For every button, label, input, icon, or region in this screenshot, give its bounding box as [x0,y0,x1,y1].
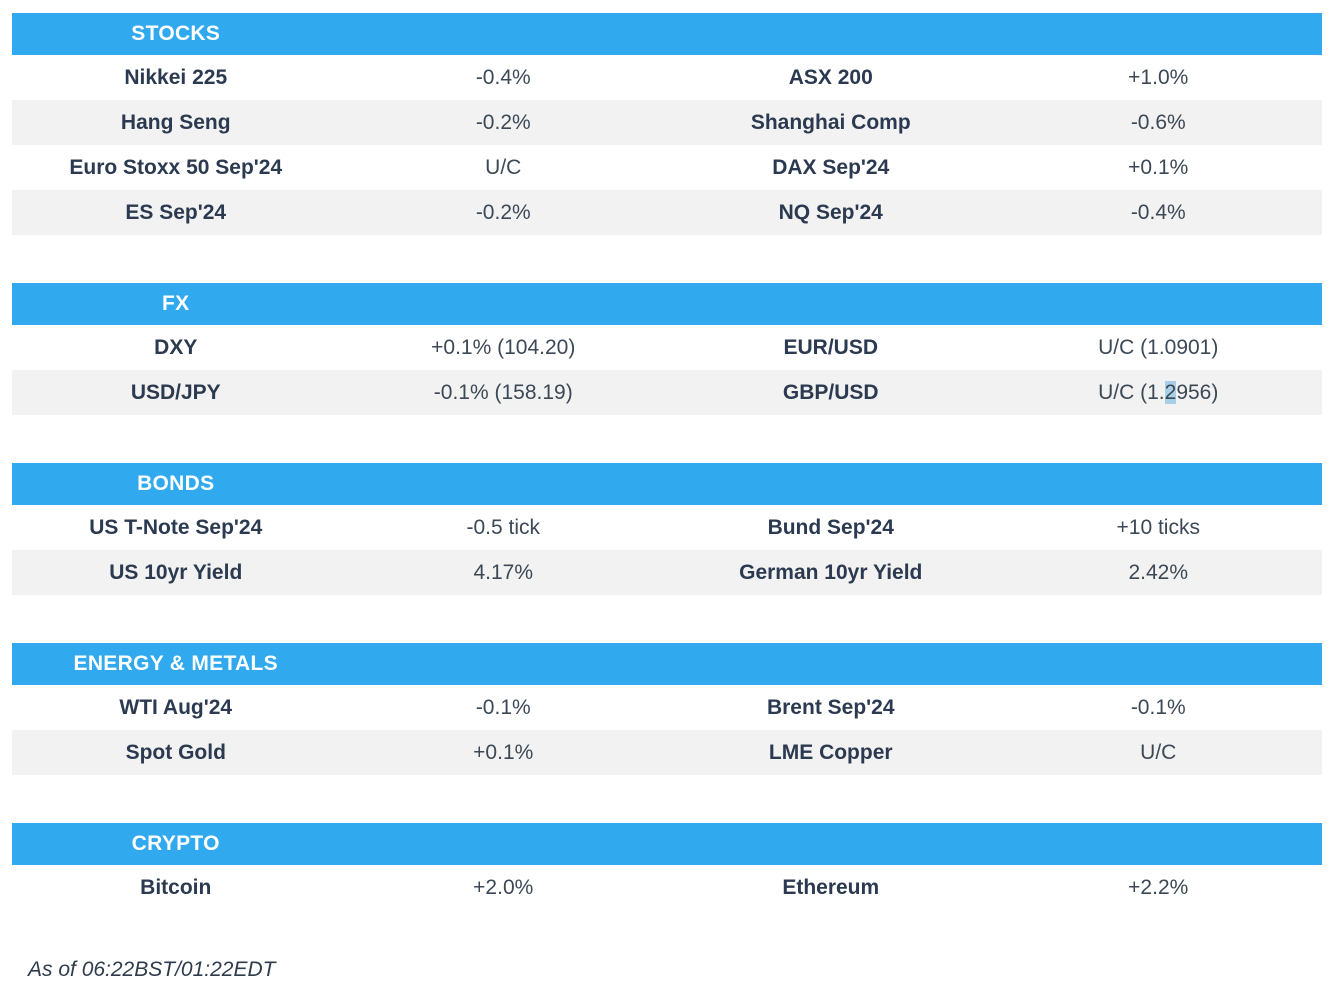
instrument-label: Nikkei 225 [124,66,228,89]
section-fx: FX DXY +0.1% (104.20) EUR/USD U/C (1.090… [12,283,1322,415]
instrument-label: LME Copper [768,741,893,764]
instrument-value: +0.1% [1128,156,1189,179]
instrument-value: U/C [1140,741,1177,764]
instrument-label: EUR/USD [783,336,878,359]
table-row: Nikkei 225 -0.4% ASX 200 +1.0% [12,55,1322,100]
as-of-timestamp: As of 06:22BST/01:22EDT [28,958,276,981]
instrument-label: USD/JPY [130,381,221,404]
section-title: CRYPTO [131,832,220,855]
section-title: STOCKS [131,22,221,45]
instrument-value: -0.1% (158.19) [433,381,573,404]
table-row: Bitcoin +2.0% Ethereum +2.2% [12,865,1322,910]
instrument-value: 4.17% [473,561,534,584]
instrument-value: -0.5 tick [466,516,541,539]
instrument-label: Spot Gold [125,741,226,764]
section-stocks: STOCKS Nikkei 225 -0.4% ASX 200 +1.0% Ha… [12,13,1322,235]
section-title: FX [162,292,190,315]
instrument-value: +2.0% [473,876,534,899]
instrument-label: US T-Note Sep'24 [89,516,263,539]
instrument-value: -0.2% [475,201,531,224]
instrument-label: DXY [154,336,198,359]
section-header: STOCKS [12,13,1322,55]
section-header: ENERGY & METALS [12,643,1322,685]
instrument-value: -0.1% [475,696,531,719]
section-title: BONDS [137,472,215,495]
section-header: BONDS [12,463,1322,505]
section-energy-metals: ENERGY & METALS WTI Aug'24 -0.1% Brent S… [12,643,1322,775]
instrument-label: DAX Sep'24 [772,156,890,179]
section-crypto: CRYPTO Bitcoin +2.0% Ethereum +2.2% [12,823,1322,910]
table-row: USD/JPY -0.1% (158.19) GBP/USD U/C (1.29… [12,370,1322,415]
instrument-label: Shanghai Comp [750,111,911,134]
instrument-label: Brent Sep'24 [766,696,895,719]
selection-highlight: 2 [1164,381,1177,404]
instrument-value: +1.0% [1128,66,1189,89]
instrument-label: German 10yr Yield [739,561,923,584]
table-row: ES Sep'24 -0.2% NQ Sep'24 -0.4% [12,190,1322,235]
table-row: Euro Stoxx 50 Sep'24 U/C DAX Sep'24 +0.1… [12,145,1322,190]
table-row: WTI Aug'24 -0.1% Brent Sep'24 -0.1% [12,685,1322,730]
instrument-value: 2.42% [1128,561,1189,584]
instrument-label: GBP/USD [782,381,879,404]
instrument-label: NQ Sep'24 [778,201,883,224]
section-bonds: BONDS US T-Note Sep'24 -0.5 tick Bund Se… [12,463,1322,595]
table-row: DXY +0.1% (104.20) EUR/USD U/C (1.0901) [12,325,1322,370]
value-text: 956) [1176,381,1219,404]
instrument-value: +2.2% [1128,876,1189,899]
instrument-value: -0.2% [475,111,531,134]
instrument-value: +10 ticks [1116,516,1200,539]
instrument-label: Euro Stoxx 50 Sep'24 [69,156,283,179]
instrument-value: U/C (1.0901) [1098,336,1219,359]
instrument-value: +0.1% [473,741,534,764]
table-row: Spot Gold +0.1% LME Copper U/C [12,730,1322,775]
instrument-label: WTI Aug'24 [119,696,233,719]
table-row: US T-Note Sep'24 -0.5 tick Bund Sep'24 +… [12,505,1322,550]
instrument-label: Bitcoin [140,876,212,899]
instrument-label: US 10yr Yield [109,561,243,584]
instrument-value: U/C [485,156,522,179]
instrument-value: +0.1% (104.20) [431,336,576,359]
instrument-label: Ethereum [782,876,880,899]
instrument-value: -0.4% [475,66,531,89]
instrument-label: ES Sep'24 [125,201,227,224]
table-row: Hang Seng -0.2% Shanghai Comp -0.6% [12,100,1322,145]
instrument-label: Hang Seng [120,111,231,134]
instrument-value: U/C (1.2956) [995,370,1323,415]
section-header: FX [12,283,1322,325]
instrument-value: -0.1% [1130,696,1186,719]
section-title: ENERGY & METALS [73,652,278,675]
table-row: US 10yr Yield 4.17% German 10yr Yield 2.… [12,550,1322,595]
instrument-value: -0.4% [1130,201,1186,224]
section-header: CRYPTO [12,823,1322,865]
instrument-label: Bund Sep'24 [767,516,894,539]
instrument-label: ASX 200 [788,66,873,89]
instrument-value: -0.6% [1130,111,1186,134]
value-text: U/C (1. [1098,381,1165,404]
